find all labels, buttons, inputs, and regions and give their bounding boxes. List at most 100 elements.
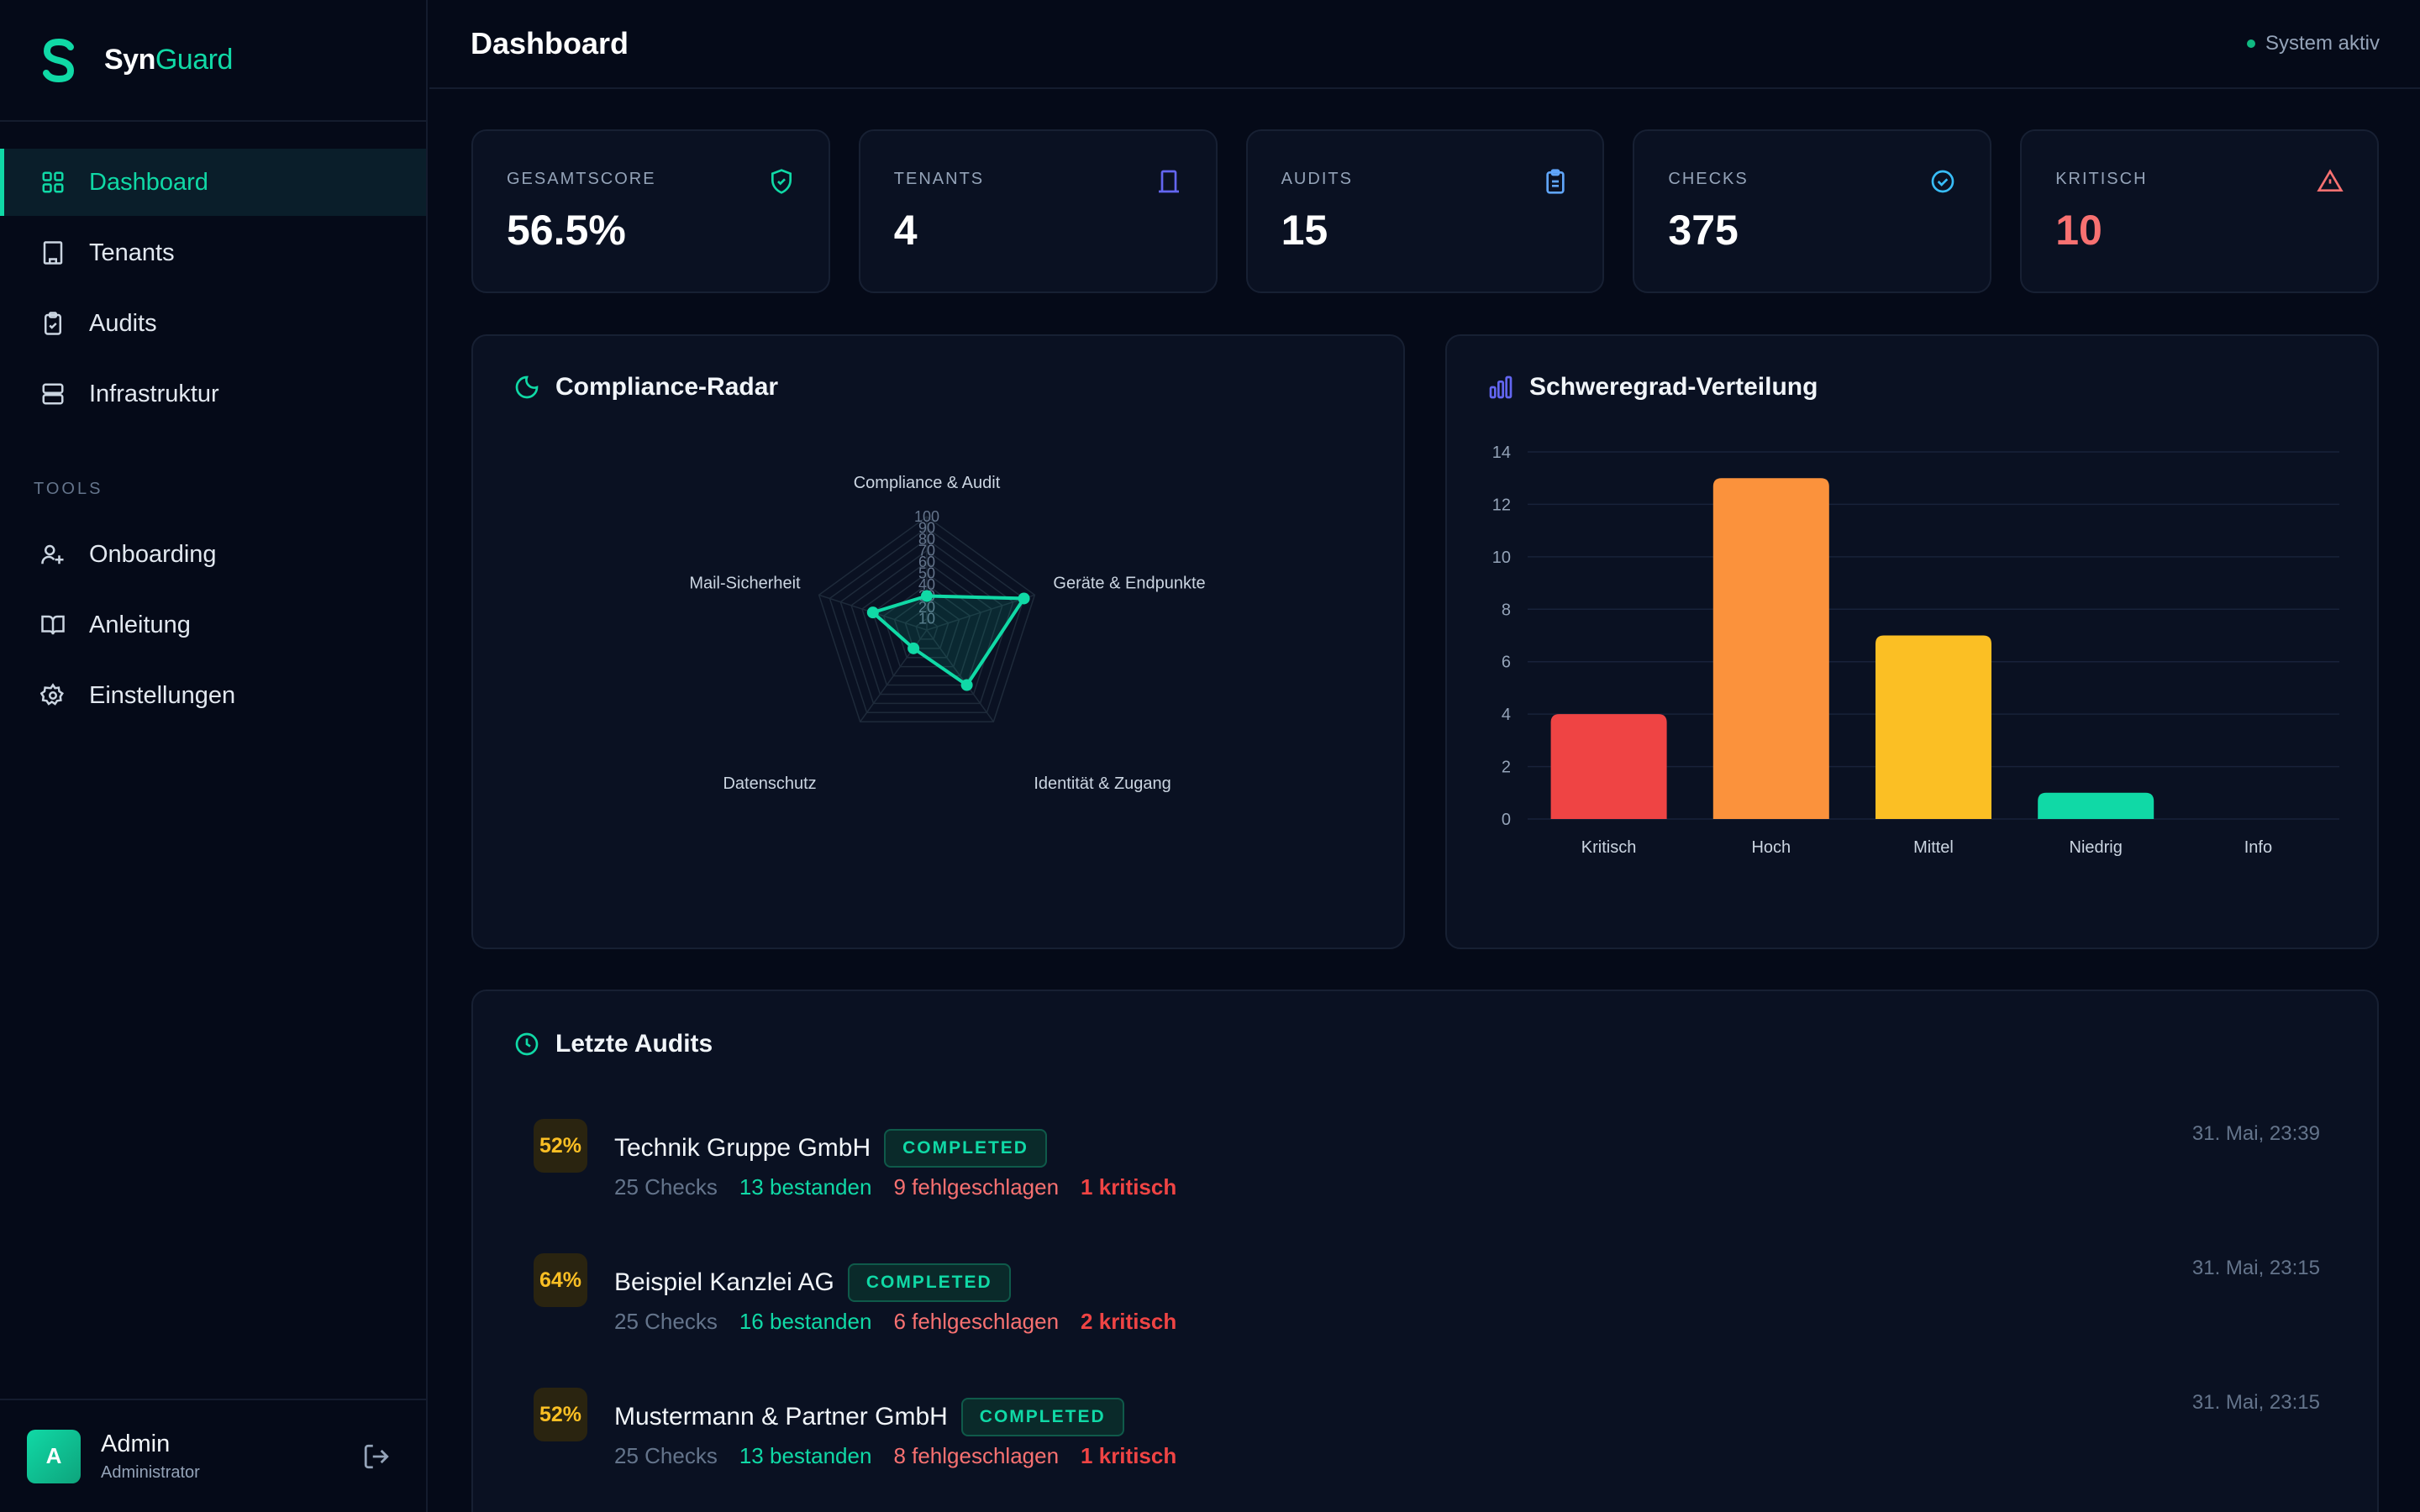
- audit-name: Beispiel Kanzlei AG COMPLETED: [614, 1263, 1011, 1302]
- brand[interactable]: SynGuard: [0, 0, 426, 122]
- radar-grid-ring: [882, 584, 971, 668]
- radar-panel: Compliance-Radar 102030405060708090100Co…: [471, 334, 1405, 949]
- status-text: System aktiv: [2265, 32, 2380, 55]
- radar-axis-label: Datenschutz: [723, 774, 816, 793]
- audit-meta: 25 Checks 16 bestanden 6 fehlgeschlagen …: [614, 1309, 1176, 1335]
- critical-count: 2 kritisch: [1081, 1309, 1177, 1334]
- radar-spoke: [926, 629, 994, 722]
- stat-label: KRITISCH: [2055, 170, 2148, 188]
- sidebar-item-label: Audits: [89, 309, 157, 337]
- radar-grid-ring: [829, 527, 1025, 714]
- radar-grid-ring: [861, 561, 992, 686]
- checks-count: 25 Checks: [614, 1309, 718, 1334]
- audit-time: 31. Mai, 23:15: [2191, 1257, 2320, 1279]
- y-tick-label: 2: [1502, 759, 1511, 777]
- x-tick-label: Kritisch: [1581, 838, 1637, 857]
- bar: [1712, 478, 1829, 819]
- sidebar-item-dashboard[interactable]: Dashboard: [0, 149, 426, 216]
- sidebar-item-anleitung[interactable]: Anleitung: [0, 591, 426, 659]
- sidebar-item-infrastruktur[interactable]: Infrastruktur: [0, 360, 426, 428]
- audit-time: 31. Mai, 23:39: [2191, 1122, 2320, 1145]
- status-badge: COMPLETED: [960, 1398, 1124, 1436]
- failed-count: 6 fehlgeschlagen: [893, 1309, 1060, 1334]
- radar-grid: [818, 516, 1036, 722]
- audit-time: 31. Mai, 23:15: [2191, 1391, 2320, 1414]
- sidebar-item-audits[interactable]: Audits: [0, 290, 426, 357]
- bar: [2038, 792, 2154, 819]
- status-dot-icon: [2246, 39, 2255, 48]
- user-info: Admin Administrator: [101, 1431, 200, 1483]
- audit-tenant: Technik Gruppe GmbH: [614, 1134, 871, 1162]
- bar-chart-icon: [1487, 374, 1514, 401]
- audit-row[interactable]: 52% Technik Gruppe GmbH COMPLETED 25 Chec…: [534, 1119, 2320, 1220]
- audits-title-text: Letzte Audits: [555, 1030, 713, 1058]
- radar-tick-label: 40: [918, 576, 935, 593]
- warning-icon: [2317, 168, 2344, 195]
- bar-panel-title: Schweregrad-Verteilung: [1487, 373, 1818, 402]
- radar-grid-ring: [818, 516, 1036, 722]
- stat-card-gesamtscore[interactable]: GESAMTSCORE 56.5%: [471, 129, 830, 293]
- sidebar-item-label: Tenants: [89, 239, 175, 266]
- radar-tick-label: 60: [918, 554, 935, 570]
- sidebar-item-label: Onboarding: [89, 540, 217, 568]
- user-name: Admin: [101, 1430, 171, 1457]
- audits-panel-title: Letzte Audits: [513, 1030, 713, 1058]
- sidebar-item-label: Dashboard: [89, 168, 208, 196]
- audit-name: Technik Gruppe GmbH COMPLETED: [614, 1129, 1047, 1168]
- radar-axis-label: Compliance & Audit: [854, 474, 1001, 492]
- bar-panel: Schweregrad-Verteilung 0 2 4 6 8 10 12 14 Kritis…: [1445, 334, 2379, 949]
- avatar[interactable]: A: [27, 1429, 81, 1483]
- sidebar-item-tenants[interactable]: Tenants: [0, 219, 426, 286]
- y-tick-label: 6: [1502, 654, 1511, 672]
- check-circle-icon: [1929, 168, 1956, 195]
- radar-tick-label: 80: [918, 531, 935, 548]
- door-icon: [1155, 168, 1182, 195]
- bar: [1550, 714, 1667, 819]
- radar-tick-label: 90: [918, 520, 935, 537]
- radar-point: [960, 679, 973, 691]
- grid-icon: [39, 168, 67, 197]
- stat-value: 10: [2055, 207, 2102, 254]
- stat-card-kritisch[interactable]: KRITISCH 10: [2020, 129, 2379, 293]
- sidebar-item-label: Einstellungen: [89, 681, 236, 709]
- audit-row[interactable]: 52% Mustermann & Partner GmbH COMPLETED 2…: [534, 1388, 2320, 1488]
- radar-axis-label: Mail-Sicherheit: [689, 574, 801, 592]
- critical-count: 1 kritisch: [1081, 1174, 1177, 1200]
- bar-chart: 0 2 4 6 8 10 12 14 Kritisch Hoch Mittel Niedrig Info: [1492, 444, 2339, 857]
- audit-tenant: Beispiel Kanzlei AG: [614, 1268, 834, 1296]
- user-plus-icon: [39, 540, 67, 569]
- failed-count: 9 fehlgeschlagen: [893, 1174, 1060, 1200]
- y-tick-label: 14: [1492, 444, 1511, 462]
- radar-axis-label: Geräte & Endpunkte: [1053, 574, 1205, 592]
- sidebar-item-onboarding[interactable]: Onboarding: [0, 521, 426, 588]
- x-tick-label: Mittel: [1913, 838, 1954, 857]
- bar: [1876, 635, 1991, 819]
- stat-card-audits[interactable]: AUDITS 15: [1245, 129, 1605, 293]
- sidebar-item-einstellungen[interactable]: Einstellungen: [0, 662, 426, 729]
- header: Dashboard System aktiv: [429, 0, 2420, 89]
- y-tick-label: 12: [1492, 496, 1511, 514]
- status-badge: COMPLETED: [884, 1129, 1047, 1168]
- audit-name: Mustermann & Partner GmbH COMPLETED: [614, 1398, 1124, 1436]
- building-icon: [39, 239, 67, 267]
- gear-icon: [39, 681, 67, 710]
- audit-row[interactable]: 64% Beispiel Kanzlei AG COMPLETED 25 Chec…: [534, 1253, 2320, 1354]
- audit-meta: 25 Checks 13 bestanden 8 fehlgeschlagen …: [614, 1443, 1176, 1469]
- radar-grid-ring: [915, 617, 939, 640]
- radar-tick-label: 70: [918, 543, 935, 559]
- logout-icon[interactable]: [362, 1442, 391, 1471]
- passed-count: 13 bestanden: [739, 1174, 872, 1200]
- stat-label: GESAMTSCORE: [507, 170, 656, 188]
- checks-count: 25 Checks: [614, 1443, 718, 1468]
- stat-card-tenants[interactable]: TENANTS 4: [858, 129, 1218, 293]
- clipboard-icon: [1542, 168, 1569, 195]
- passed-count: 13 bestanden: [739, 1443, 872, 1468]
- score-badge: 64%: [534, 1253, 587, 1307]
- page-title: Dashboard: [471, 26, 629, 60]
- audit-meta: 25 Checks 13 bestanden 9 fehlgeschlagen …: [614, 1174, 1176, 1200]
- radar-series: [869, 594, 1028, 688]
- radar-chart: 102030405060708090100Compliance & AuditG…: [689, 474, 1205, 793]
- sidebar-item-label: Anleitung: [89, 611, 191, 638]
- stat-card-checks[interactable]: CHECKS 375: [1633, 129, 1992, 293]
- score-badge: 52%: [534, 1388, 587, 1441]
